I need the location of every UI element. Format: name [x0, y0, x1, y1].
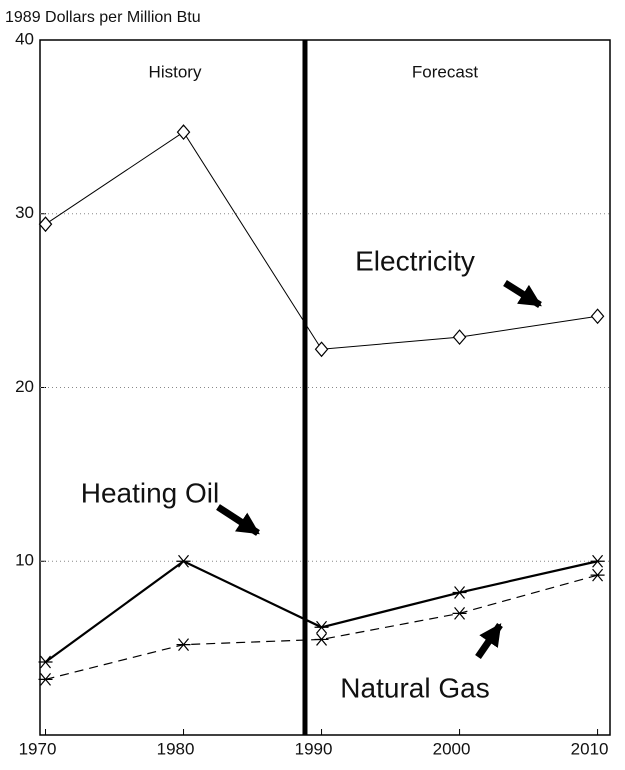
marker [590, 554, 605, 568]
x-tick-label: 2010 [571, 739, 609, 758]
label-arrow [503, 280, 542, 308]
marker [176, 638, 191, 652]
series-label: Natural Gas [340, 672, 489, 703]
marker [452, 329, 467, 346]
marker [176, 124, 191, 141]
y-tick-label: 40 [15, 29, 34, 48]
marker [176, 554, 191, 568]
x-tick-label: 2000 [433, 739, 471, 758]
y-tick-label: 10 [15, 551, 34, 570]
series-label: Heating Oil [81, 477, 220, 508]
series-line [45, 574, 598, 680]
y-tick-label: 30 [15, 203, 34, 222]
period-label: History [149, 62, 202, 81]
marker [590, 308, 605, 325]
marker [452, 586, 467, 599]
marker [38, 655, 53, 669]
marker [452, 606, 467, 620]
marker [590, 568, 605, 582]
marker [314, 633, 329, 646]
x-tick-label: 1980 [157, 739, 195, 758]
marker [38, 673, 53, 686]
y-axis-label: 1989 Dollars per Million Btu [5, 9, 201, 26]
series-line [44, 559, 598, 663]
marker [314, 620, 329, 634]
series-label: Electricity [355, 245, 475, 276]
label-arrow [216, 504, 260, 536]
label-arrow [475, 623, 503, 659]
period-label: Forecast [412, 62, 478, 81]
x-tick-label: 1990 [295, 739, 333, 758]
series-line [45, 131, 598, 350]
marker [314, 341, 329, 358]
x-tick-label: 1970 [19, 739, 57, 758]
marker [38, 216, 53, 233]
y-tick-label: 20 [15, 377, 34, 396]
